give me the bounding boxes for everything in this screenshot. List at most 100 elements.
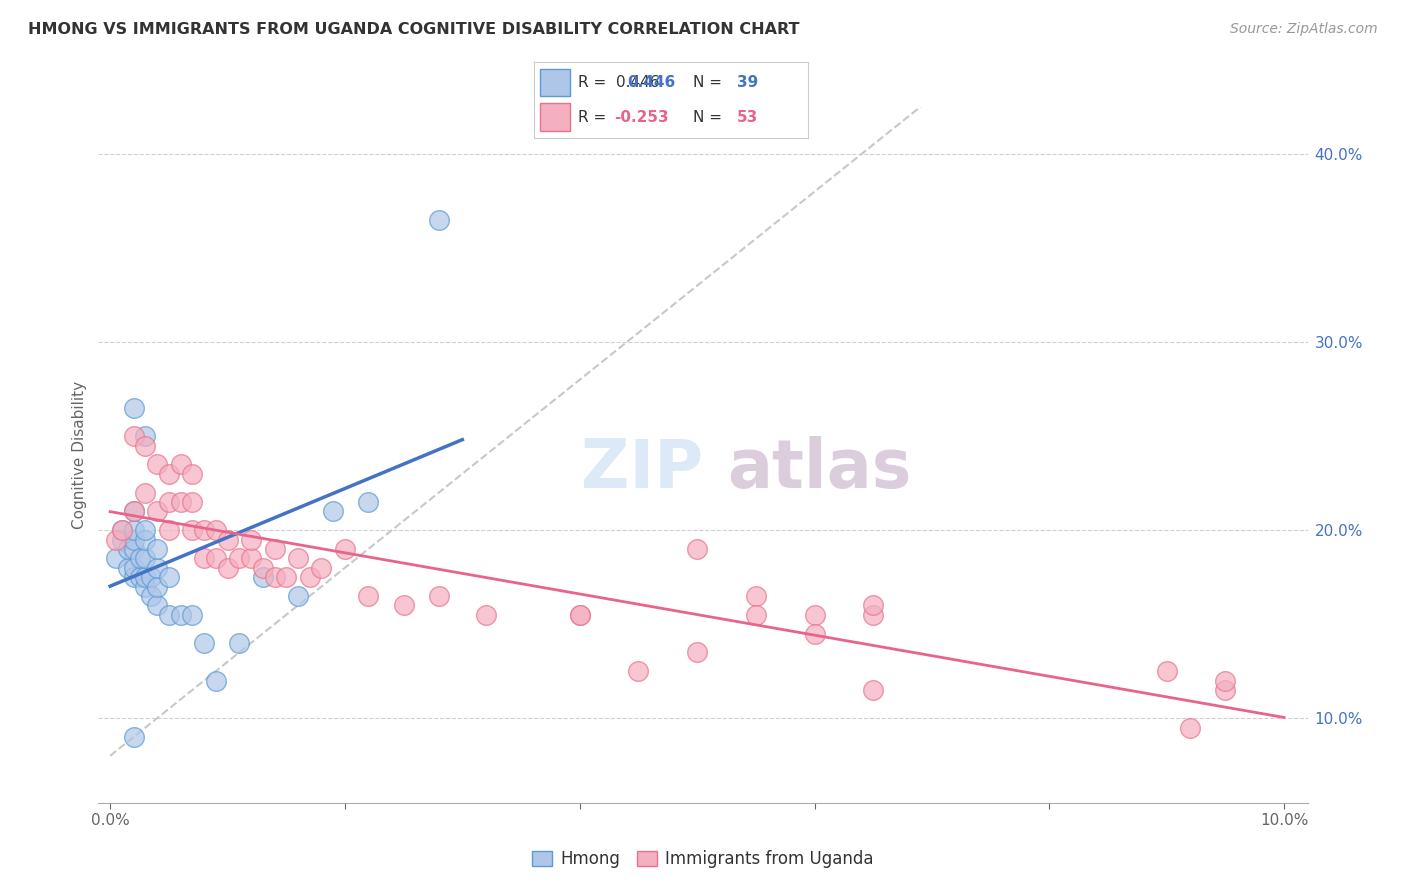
- Point: [1180, 721, 1202, 735]
- Text: 53: 53: [737, 110, 758, 125]
- Point: [141, 589, 163, 603]
- Point: [686, 541, 709, 556]
- Point: [122, 504, 145, 518]
- Point: [146, 541, 169, 556]
- Text: Source: ZipAtlas.com: Source: ZipAtlas.com: [1230, 22, 1378, 37]
- Point: [111, 533, 134, 547]
- Text: HMONG VS IMMIGRANTS FROM UGANDA COGNITIVE DISABILITY CORRELATION CHART: HMONG VS IMMIGRANTS FROM UGANDA COGNITIV…: [28, 22, 800, 37]
- Point: [181, 607, 204, 622]
- Point: [311, 560, 333, 574]
- Point: [111, 523, 134, 537]
- Point: [128, 551, 150, 566]
- Text: 0.446: 0.446: [627, 75, 676, 90]
- Point: [122, 560, 145, 574]
- Point: [134, 580, 156, 594]
- Point: [745, 589, 768, 603]
- Point: [157, 523, 180, 537]
- Point: [181, 495, 204, 509]
- Point: [122, 504, 145, 518]
- Point: [298, 570, 321, 584]
- Point: [204, 551, 226, 566]
- Point: [157, 607, 180, 622]
- Point: [146, 458, 169, 472]
- Point: [157, 495, 180, 509]
- Point: [134, 485, 156, 500]
- Point: [128, 570, 150, 584]
- Y-axis label: Cognitive Disability: Cognitive Disability: [72, 381, 87, 529]
- Point: [111, 523, 134, 537]
- Point: [217, 533, 239, 547]
- Point: [745, 607, 768, 622]
- Point: [427, 589, 450, 603]
- Point: [803, 626, 825, 640]
- Legend: Hmong, Immigrants from Uganda: Hmong, Immigrants from Uganda: [526, 843, 880, 874]
- Point: [252, 570, 274, 584]
- Point: [181, 467, 204, 481]
- Point: [217, 560, 239, 574]
- Point: [427, 212, 450, 227]
- Bar: [540, 103, 569, 130]
- Point: [146, 599, 169, 613]
- Point: [475, 607, 498, 622]
- Point: [240, 551, 263, 566]
- Point: [204, 523, 226, 537]
- Text: 39: 39: [737, 75, 758, 90]
- Point: [169, 607, 191, 622]
- Point: [392, 599, 415, 613]
- Point: [122, 429, 145, 443]
- Point: [122, 570, 145, 584]
- Text: N =: N =: [693, 75, 727, 90]
- Point: [169, 495, 191, 509]
- Point: [276, 570, 298, 584]
- Point: [169, 458, 191, 472]
- Point: [322, 504, 344, 518]
- Point: [357, 589, 380, 603]
- Point: [134, 533, 156, 547]
- Point: [1215, 683, 1237, 698]
- Point: [117, 560, 139, 574]
- Text: R =: R =: [578, 110, 612, 125]
- Text: N =: N =: [693, 110, 727, 125]
- Point: [181, 523, 204, 537]
- Point: [193, 636, 215, 650]
- Point: [134, 438, 156, 452]
- Point: [146, 580, 169, 594]
- Bar: [540, 69, 569, 95]
- Point: [122, 730, 145, 744]
- Point: [228, 636, 250, 650]
- Text: atlas: atlas: [727, 436, 911, 502]
- Point: [122, 533, 145, 547]
- Point: [193, 551, 215, 566]
- Point: [134, 551, 156, 566]
- Point: [146, 560, 169, 574]
- Point: [141, 570, 163, 584]
- Point: [263, 541, 285, 556]
- Text: R =  0.446: R = 0.446: [578, 75, 659, 90]
- Point: [157, 570, 180, 584]
- Point: [252, 560, 274, 574]
- Point: [568, 607, 591, 622]
- Point: [862, 607, 884, 622]
- Point: [287, 589, 309, 603]
- Point: [134, 523, 156, 537]
- Point: [686, 645, 709, 659]
- Text: ZIP: ZIP: [581, 436, 703, 502]
- Point: [1156, 664, 1178, 678]
- Point: [240, 533, 263, 547]
- Text: -0.253: -0.253: [614, 110, 668, 125]
- Point: [228, 551, 250, 566]
- Point: [122, 401, 145, 415]
- Point: [122, 523, 145, 537]
- Point: [287, 551, 309, 566]
- Point: [204, 673, 226, 688]
- Point: [627, 664, 650, 678]
- Point: [122, 541, 145, 556]
- Point: [134, 429, 156, 443]
- Point: [862, 599, 884, 613]
- Point: [333, 541, 356, 556]
- Point: [105, 551, 128, 566]
- Point: [105, 533, 128, 547]
- Point: [146, 504, 169, 518]
- Point: [803, 607, 825, 622]
- Point: [862, 683, 884, 698]
